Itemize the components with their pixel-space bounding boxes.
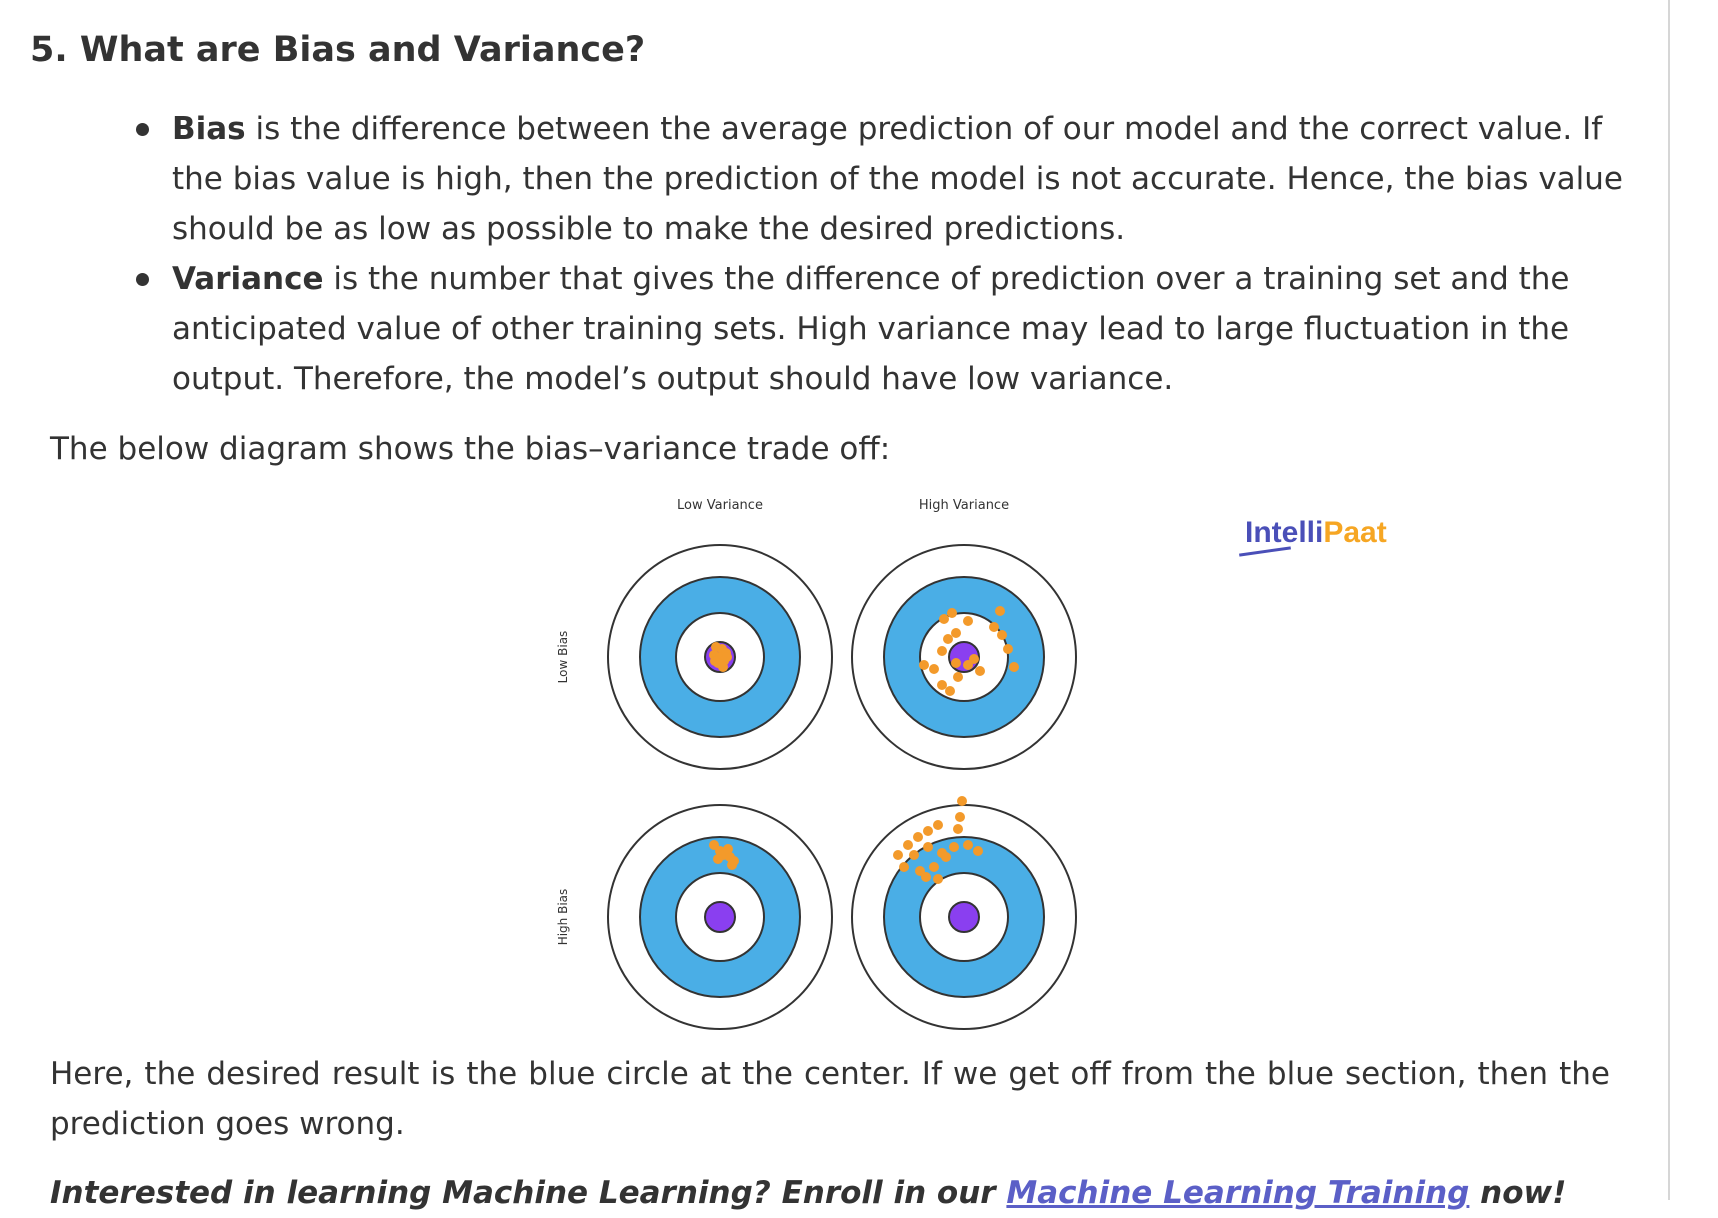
high-bias-high-variance-point [899, 862, 909, 872]
section-heading: 5. What are Bias and Variance? [30, 30, 646, 70]
low-bias-high-variance-point [919, 660, 929, 670]
list-item-variance: Variance is the number that gives the di… [136, 254, 1642, 404]
term-bias: Bias [172, 111, 246, 147]
high-bias-high-variance-point [949, 842, 959, 852]
low-bias-low-variance-point [710, 656, 720, 666]
low-bias-high-variance-point [945, 686, 955, 696]
high-bias-high-variance-point [923, 842, 933, 852]
logo-part-1: ntelli [1253, 516, 1324, 549]
content-border [1668, 0, 1670, 1200]
logo-part-2: Paat [1323, 516, 1387, 549]
low-bias-high-variance-point [995, 606, 1005, 616]
result-paragraph: Here, the desired result is the blue cir… [50, 1056, 1610, 1142]
high-bias-high-variance-point [953, 824, 963, 834]
high-bias-high-variance-point [923, 826, 933, 836]
high-bias-high-variance-bullseye [948, 901, 980, 933]
low-bias-high-variance-point [953, 672, 963, 682]
col-label-high-variance: High Variance [919, 498, 1009, 513]
low-bias-high-variance-point [939, 614, 949, 624]
high-bias-high-variance-point [933, 874, 943, 884]
low-bias-high-variance-point [951, 628, 961, 638]
high-bias-high-variance-point [929, 862, 939, 872]
low-bias-high-variance-point [969, 654, 979, 664]
high-bias-high-variance-point [913, 832, 923, 842]
diagram-intro: The below diagram shows the bias–varianc… [50, 431, 891, 467]
high-bias-high-variance-point [957, 796, 967, 806]
ml-training-link[interactable]: Machine Learning Training [1006, 1175, 1470, 1211]
high-bias-high-variance-point [921, 872, 931, 882]
low-bias-low-variance-point [722, 652, 732, 662]
bias-definition: is the difference between the average pr… [172, 111, 1623, 247]
high-bias-high-variance-point [909, 850, 919, 860]
intellipaat-logo: IntelliPaat [1239, 516, 1387, 557]
cta-suffix: now! [1469, 1175, 1567, 1211]
col-label-low-variance: Low Variance [677, 498, 763, 513]
low-bias-high-variance-point [963, 616, 973, 626]
low-bias-high-variance-point [1003, 644, 1013, 654]
bias-variance-figure: Low Variance High Variance Low Bias High… [556, 498, 1077, 1030]
low-bias-high-variance-point [937, 646, 947, 656]
high-bias-high-variance-point [941, 852, 951, 862]
low-bias-high-variance-point [947, 608, 957, 618]
cta-prefix: Interested in learning Machine Learning?… [50, 1175, 1007, 1211]
high-bias-low-variance-bullseye [704, 901, 736, 933]
high-bias-low-variance-point [713, 854, 723, 864]
call-to-action: Interested in learning Machine Learning?… [50, 1168, 1566, 1218]
low-bias-high-variance-point [1009, 662, 1019, 672]
low-bias-high-variance-point [975, 666, 985, 676]
high-bias-low-variance-point [727, 860, 737, 870]
high-bias-low-variance-point [723, 844, 733, 854]
high-bias-high-variance-point [955, 812, 965, 822]
high-bias-high-variance-point [903, 840, 913, 850]
high-bias-high-variance-point [933, 820, 943, 830]
low-bias-high-variance-point [943, 634, 953, 644]
row-label-low-bias: Low Bias [556, 631, 570, 684]
high-bias-high-variance-point [963, 840, 973, 850]
logo-glyph: I [1245, 516, 1254, 549]
term-variance: Variance [172, 261, 324, 297]
high-bias-high-variance-point [973, 846, 983, 856]
row-label-high-bias: High Bias [556, 889, 570, 946]
list-item-bias: Bias is the difference between the avera… [136, 104, 1642, 254]
bias-variance-diagram: Low Variance High Variance Low Bias High… [520, 490, 1440, 1050]
low-bias-high-variance-point [951, 658, 961, 668]
high-bias-high-variance-point [893, 850, 903, 860]
low-bias-high-variance-point [989, 622, 999, 632]
low-bias-low-variance-point [718, 662, 728, 672]
variance-definition: is the number that gives the difference … [172, 261, 1570, 397]
low-bias-high-variance-point [929, 664, 939, 674]
low-bias-high-variance-point [997, 630, 1007, 640]
low-bias-high-variance-point [937, 680, 947, 690]
definition-list: Bias is the difference between the avera… [136, 104, 1642, 404]
